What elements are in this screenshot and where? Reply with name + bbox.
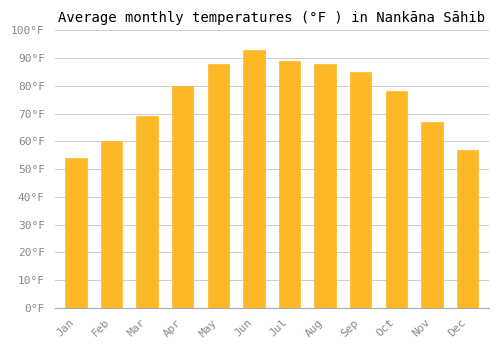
Bar [101,141,122,308]
Bar [457,150,478,308]
Bar [136,117,158,308]
Bar [350,72,372,308]
Bar [66,158,86,308]
Bar [244,50,264,308]
Bar [314,64,336,308]
Bar [279,61,300,308]
Bar [172,86,194,308]
Bar [422,122,442,308]
Bar [386,91,407,308]
Title: Average monthly temperatures (°F ) in Nankāna Sāhib: Average monthly temperatures (°F ) in Na… [58,11,486,25]
Bar [208,64,229,308]
